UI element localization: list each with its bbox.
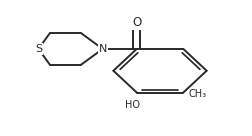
- Text: HO: HO: [125, 100, 140, 110]
- Text: O: O: [132, 16, 141, 29]
- Text: S: S: [35, 44, 42, 54]
- Text: N: N: [99, 44, 107, 54]
- Text: CH₃: CH₃: [188, 89, 206, 99]
